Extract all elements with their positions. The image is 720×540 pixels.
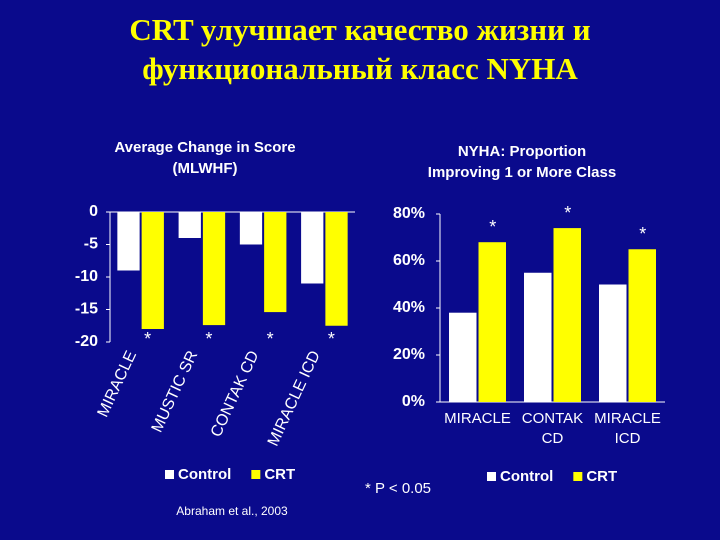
bar [524, 272, 552, 402]
bar [117, 212, 140, 271]
x-tick-label: MIRACLE [444, 410, 511, 427]
y-tick-label: -15 [75, 301, 98, 318]
y-tick-label: 20% [393, 346, 425, 363]
bar [449, 312, 477, 402]
bar [553, 228, 581, 402]
significance-marker: * [564, 203, 571, 223]
x-tick-label: CONTAK CD [522, 410, 583, 447]
significance-marker: * [328, 329, 335, 349]
y-tick-label: 0% [402, 393, 425, 410]
slide-title: CRT улучшает качество жизни и [129, 12, 590, 47]
significance-marker: * [639, 224, 646, 244]
legend-label: CRT [586, 468, 617, 485]
x-tick-label: MIRACLE ICD [594, 410, 661, 447]
y-tick-label: -20 [75, 333, 98, 350]
bar [628, 249, 656, 402]
bar [202, 212, 226, 326]
bar [264, 212, 287, 313]
y-tick-label: 60% [393, 252, 425, 269]
chart-title: NYHA: Proportion [458, 143, 586, 160]
chart-title: Average Change in Score [114, 139, 295, 156]
significance-marker: * [144, 329, 151, 349]
legend-swatch [165, 470, 174, 479]
legend-label: Control [500, 468, 553, 485]
significance-marker: * [489, 217, 496, 237]
chart-title: Improving 1 or More Class [428, 164, 616, 181]
legend-label: Control [178, 466, 231, 483]
chart-title: (MLWHF) [173, 160, 238, 177]
bar [239, 212, 263, 245]
y-tick-label: 40% [393, 299, 425, 316]
legend-label: CRT [264, 466, 295, 483]
footnote: * P < 0.05 [365, 480, 431, 497]
bar [178, 212, 201, 238]
legend-swatch [487, 472, 496, 481]
y-tick-label: -10 [75, 268, 98, 285]
bar [301, 212, 324, 284]
legend-swatch [573, 472, 583, 481]
y-tick-label: -5 [84, 236, 98, 253]
slide-title: функциональный класс NYHA [142, 51, 578, 86]
bar [325, 212, 348, 326]
bar [141, 212, 164, 329]
y-tick-label: 80% [393, 205, 425, 222]
source: Abraham et al., 2003 [176, 504, 288, 518]
significance-marker: * [267, 329, 274, 349]
y-tick-label: 0 [89, 203, 98, 220]
legend-swatch [251, 470, 261, 479]
significance-marker: * [205, 329, 212, 349]
bar [478, 242, 506, 402]
bar [599, 284, 627, 402]
